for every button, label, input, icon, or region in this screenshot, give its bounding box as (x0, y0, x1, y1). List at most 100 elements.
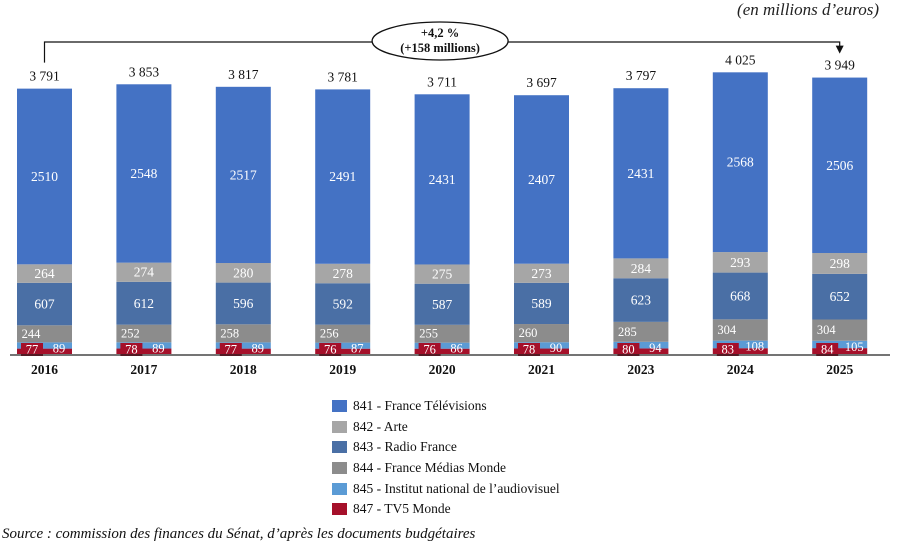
bar-segment (215, 348, 271, 354)
bar-segment (414, 324, 470, 343)
data-label: 255 (419, 327, 438, 341)
data-label: 298 (830, 256, 851, 271)
data-label: 260 (519, 326, 538, 340)
data-label: 105 (845, 340, 864, 354)
legend-label: 843 - Radio France (353, 439, 457, 455)
data-label: 592 (333, 296, 353, 311)
x-tick-label: 2019 (329, 362, 356, 377)
x-tick-label: 2025 (826, 362, 853, 377)
legend-item: 841 - France Télévisions (332, 396, 560, 417)
legend-item: 842 - Arte (332, 417, 560, 438)
unit-note: (en millions d’euros) (737, 0, 879, 19)
bar-segment (215, 263, 271, 283)
bar-segment (215, 282, 271, 325)
total-label: 3 711 (427, 74, 457, 89)
bar-segment (712, 319, 768, 341)
bar-segment (17, 348, 72, 354)
data-label: 274 (134, 265, 155, 280)
bar-segment (315, 348, 371, 354)
data-label: 280 (233, 265, 254, 280)
data-label: 2568 (727, 155, 754, 170)
bar-segment (414, 348, 470, 354)
tv5-label-box (219, 343, 242, 356)
data-label: 2510 (31, 169, 58, 184)
legend-item: 843 - Radio France (332, 437, 560, 458)
data-label: 90 (550, 341, 563, 355)
bar-segment (812, 348, 868, 354)
tv5-label-box (418, 343, 441, 356)
data-label: 78 (125, 343, 138, 357)
bar-segment (812, 77, 868, 253)
bar-segment (17, 282, 72, 326)
bar-segment (315, 283, 371, 325)
x-tick-label: 2020 (429, 362, 456, 377)
bar-segment (514, 282, 569, 325)
data-label: 2491 (329, 169, 356, 184)
legend-label: 842 - Arte (353, 418, 408, 434)
x-tick-label: 2016 (31, 362, 58, 377)
legend-label: 845 - Institut national de l’audiovisuel (353, 480, 560, 496)
bar-segment (116, 262, 172, 282)
total-label: 3 697 (526, 75, 557, 90)
data-label: 89 (252, 341, 265, 355)
bar-segment (315, 89, 371, 264)
legend-swatch (332, 482, 347, 495)
bar-segment (414, 94, 470, 265)
bar-segment (514, 348, 569, 354)
data-label: 244 (22, 327, 42, 341)
data-label: 256 (320, 327, 339, 341)
bar-segment (315, 342, 371, 349)
data-label: 108 (745, 340, 764, 354)
total-label: 3 797 (626, 68, 657, 83)
x-tick-label: 2023 (627, 362, 654, 377)
data-label: 78 (523, 343, 536, 357)
data-label: 2506 (826, 158, 853, 173)
tv5-label-box (816, 343, 839, 356)
total-label: 3 817 (228, 67, 259, 82)
legend-swatch (332, 420, 347, 433)
bar-segment (613, 348, 669, 354)
data-label: 2407 (528, 172, 555, 187)
bar-segment (712, 348, 768, 354)
bar-segment (17, 88, 72, 265)
data-label: 652 (830, 289, 850, 304)
data-label: 84 (821, 343, 834, 357)
data-label: 89 (53, 341, 66, 355)
data-label: 86 (450, 342, 463, 356)
data-label: 607 (34, 297, 55, 312)
legend-swatch (332, 462, 347, 475)
legend-item: 844 - France Médias Monde (332, 458, 560, 479)
data-label: 76 (324, 343, 337, 357)
stacked-bar-chart: 77 89 244 607 264 2510 3 791 2016 78 89 252 612 274 2… (10, 21, 890, 377)
bar-segment (613, 321, 669, 342)
data-label: 94 (649, 341, 662, 355)
data-label: 2548 (130, 166, 157, 181)
data-label: 275 (432, 267, 453, 282)
data-label: 278 (333, 266, 354, 281)
data-label: 2517 (230, 167, 257, 182)
tv5-label-box (716, 343, 739, 356)
data-label: 2431 (429, 172, 456, 187)
data-label: 668 (730, 288, 751, 303)
bar-segment (116, 84, 172, 263)
legend: 841 - France Télévisions 842 - Arte 843 - … (332, 396, 560, 520)
legend-swatch (332, 503, 347, 516)
total-label: 3 781 (328, 69, 358, 84)
legend-label: 844 - France Médias Monde (353, 460, 506, 476)
legend-label: 847 - TV5 Monde (353, 501, 451, 517)
bar-segment (514, 342, 569, 349)
source-note: Source : commission des finances du Séna… (2, 526, 476, 542)
bar-segment (712, 72, 768, 253)
legend-item: 847 - TV5 Monde (332, 499, 560, 520)
data-label: 87 (351, 342, 364, 356)
bar-segment (613, 258, 669, 279)
data-label: 587 (432, 297, 453, 312)
data-label: 258 (220, 326, 239, 340)
bar-segment (414, 283, 470, 325)
tv5-label-box (617, 343, 640, 356)
bar-segment (414, 264, 470, 284)
bar-segment (215, 324, 271, 343)
bar-segment (613, 341, 669, 349)
tv5-label-box (518, 343, 540, 356)
total-label: 3 791 (29, 69, 59, 84)
